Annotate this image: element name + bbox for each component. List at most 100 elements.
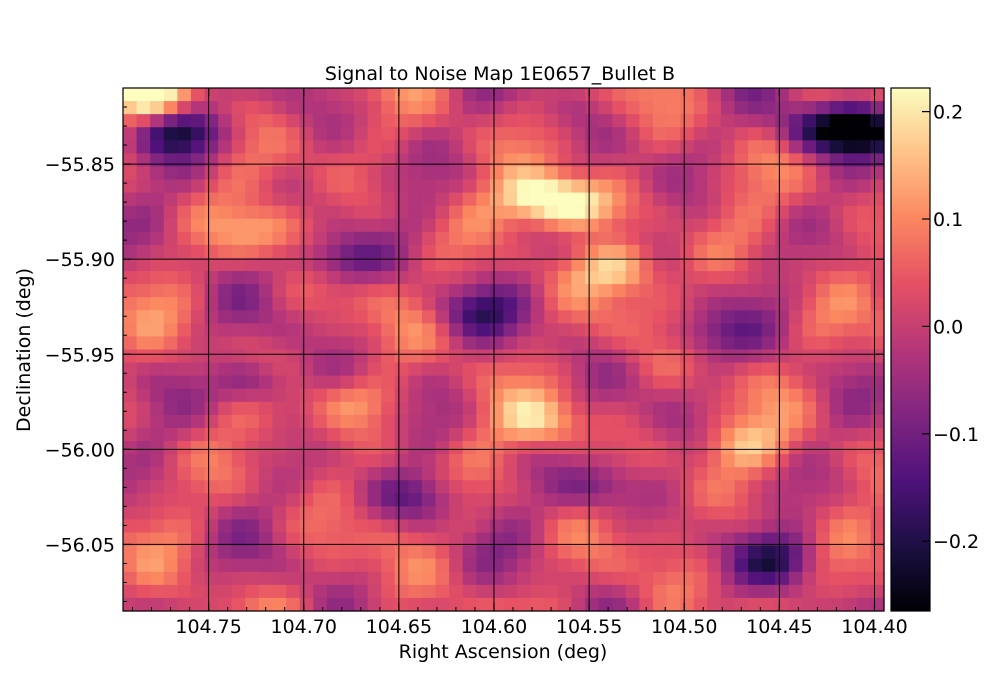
heatmap-cell (707, 114, 722, 128)
heatmap-cell (150, 297, 165, 311)
heatmap-cell (218, 414, 233, 429)
heatmap-cell (381, 192, 396, 207)
heatmap-cell (272, 519, 287, 534)
heatmap-cell (394, 166, 409, 181)
heatmap-cell (367, 205, 382, 220)
heatmap-cell (272, 441, 287, 455)
heatmap-cell (163, 414, 178, 429)
heatmap-cell (476, 297, 491, 311)
heatmap-cell (340, 467, 355, 481)
heatmap-cell (734, 571, 749, 586)
heatmap-cell (381, 179, 396, 194)
heatmap-cell (381, 362, 396, 377)
heatmap-cell (136, 493, 151, 507)
heatmap-cell (802, 310, 817, 324)
heatmap-cell (367, 127, 382, 141)
heatmap-cell (231, 336, 246, 351)
heatmap-cell (571, 192, 586, 207)
heatmap-cell (598, 244, 613, 259)
heatmap-cell (544, 454, 559, 468)
heatmap-cell (517, 218, 532, 233)
heatmap-cell (435, 231, 450, 246)
heatmap-cell (693, 493, 708, 507)
heatmap-cell (693, 192, 708, 207)
heatmap-cell (761, 584, 776, 599)
heatmap-cell (462, 310, 477, 324)
heatmap-cell (666, 414, 681, 429)
heatmap-cell (775, 153, 790, 168)
heatmap-cell (435, 205, 450, 220)
heatmap-cell (245, 323, 260, 338)
heatmap-cell (258, 114, 274, 128)
heatmap-cell (381, 558, 396, 573)
heatmap-cell (829, 153, 844, 168)
heatmap-cell (693, 506, 708, 521)
heatmap-cell (381, 441, 396, 455)
heatmap-cell (313, 153, 328, 168)
heatmap-cell (421, 427, 437, 442)
heatmap-cell (761, 388, 776, 403)
heatmap-cell (123, 231, 138, 246)
heatmap-cell (381, 519, 396, 534)
heatmap-cell (544, 114, 559, 128)
heatmap-cell (788, 244, 804, 259)
heatmap-cell (367, 166, 382, 181)
heatmap-cell (408, 519, 423, 534)
heatmap-cell (612, 101, 627, 115)
heatmap-cell (503, 297, 518, 311)
heatmap-cell (150, 454, 165, 468)
heatmap-cell (680, 310, 695, 324)
heatmap-cell (843, 336, 858, 351)
heatmap-cell (843, 127, 858, 141)
heatmap-cell (394, 140, 409, 154)
heatmap-cell (625, 584, 640, 599)
heatmap-cell (571, 480, 586, 494)
heatmap-cell (870, 297, 885, 311)
heatmap-cell (313, 597, 328, 612)
heatmap-cell (557, 323, 573, 338)
heatmap-cell (299, 362, 314, 377)
heatmap-cell (585, 127, 600, 141)
heatmap-cell (367, 310, 382, 324)
heatmap-cell (870, 336, 885, 351)
heatmap-cell (462, 388, 477, 403)
heatmap-cell (286, 506, 301, 521)
heatmap-cell (544, 336, 559, 351)
heatmap-cell (177, 114, 192, 128)
heatmap-cell (258, 140, 274, 154)
heatmap-cell (204, 558, 219, 573)
heatmap-cell (462, 441, 477, 455)
heatmap-cell (639, 441, 654, 455)
heatmap-cell (231, 480, 246, 494)
heatmap-cell (476, 166, 491, 181)
heatmap-cell (816, 153, 831, 168)
heatmap-cell (612, 349, 627, 364)
heatmap-cell (557, 493, 573, 507)
heatmap-cell (136, 114, 151, 128)
heatmap-cell (571, 231, 586, 246)
heatmap-cell (557, 310, 573, 324)
heatmap-cell (680, 441, 695, 455)
heatmap-cell (408, 166, 423, 181)
heatmap-cell (585, 114, 600, 128)
heatmap-cell (272, 310, 287, 324)
heatmap-cell (816, 375, 831, 390)
heatmap-cell (245, 88, 260, 102)
heatmap-cell (150, 584, 165, 599)
heatmap-cell (856, 414, 872, 429)
heatmap-cell (748, 467, 763, 481)
heatmap-cell (313, 414, 328, 429)
heatmap-cell (707, 271, 722, 285)
heatmap-cell (258, 257, 274, 272)
heatmap-cell (503, 349, 518, 364)
heatmap-cell (720, 480, 736, 494)
heatmap-cell (394, 519, 409, 534)
heatmap-cell (435, 558, 450, 573)
heatmap-cell (163, 231, 178, 246)
heatmap-cell (707, 349, 722, 364)
heatmap-cell (652, 127, 668, 141)
heatmap-cell (421, 441, 437, 455)
heatmap-cell (150, 375, 165, 390)
heatmap-cell (829, 349, 844, 364)
heatmap-cell (421, 101, 437, 115)
